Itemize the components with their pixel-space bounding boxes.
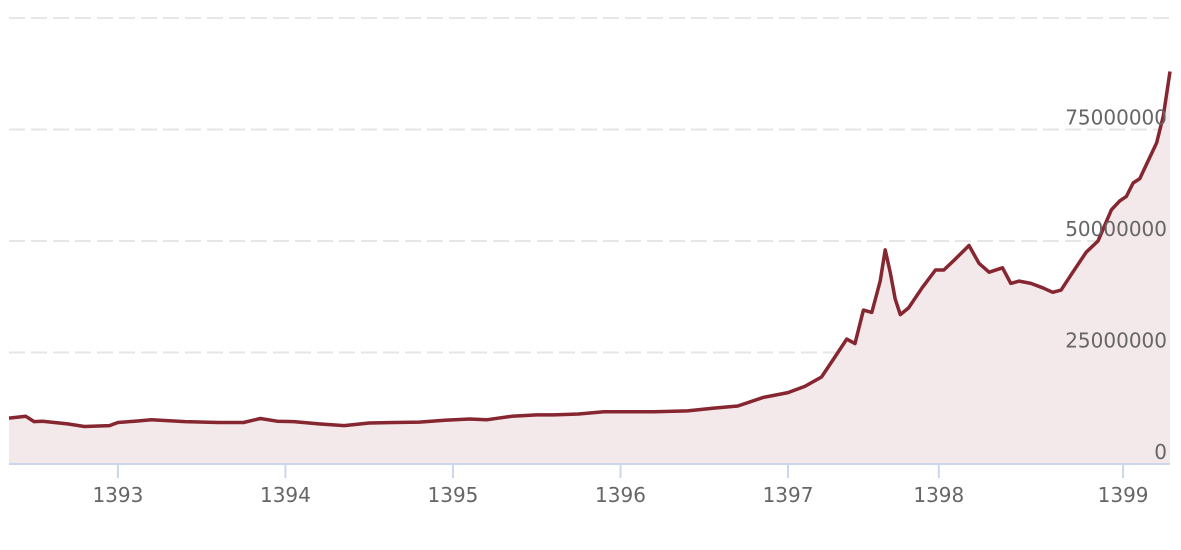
grid-lines <box>9 17 1170 354</box>
y-tick-label: 50000000 <box>1065 217 1167 241</box>
y-tick-label: 0 <box>1154 440 1167 464</box>
x-tick-label: 1397 <box>763 483 814 507</box>
series-area <box>9 71 1170 464</box>
x-tick-label: 1393 <box>92 483 143 507</box>
x-axis: 1393 1394 1395 1396 1397 1398 1399 <box>92 464 1149 507</box>
y-tick-label: 75000000 <box>1065 106 1167 130</box>
x-tick-label: 1398 <box>913 483 964 507</box>
x-tick-label: 1395 <box>428 483 479 507</box>
x-tick-label: 1396 <box>595 483 646 507</box>
x-tick-label: 1394 <box>260 483 311 507</box>
y-axis: 0 25000000 50000000 75000000 <box>1065 106 1167 465</box>
series-line <box>8 71 1172 429</box>
x-tick-label: 1399 <box>1098 483 1149 507</box>
y-tick-label: 25000000 <box>1065 329 1167 353</box>
